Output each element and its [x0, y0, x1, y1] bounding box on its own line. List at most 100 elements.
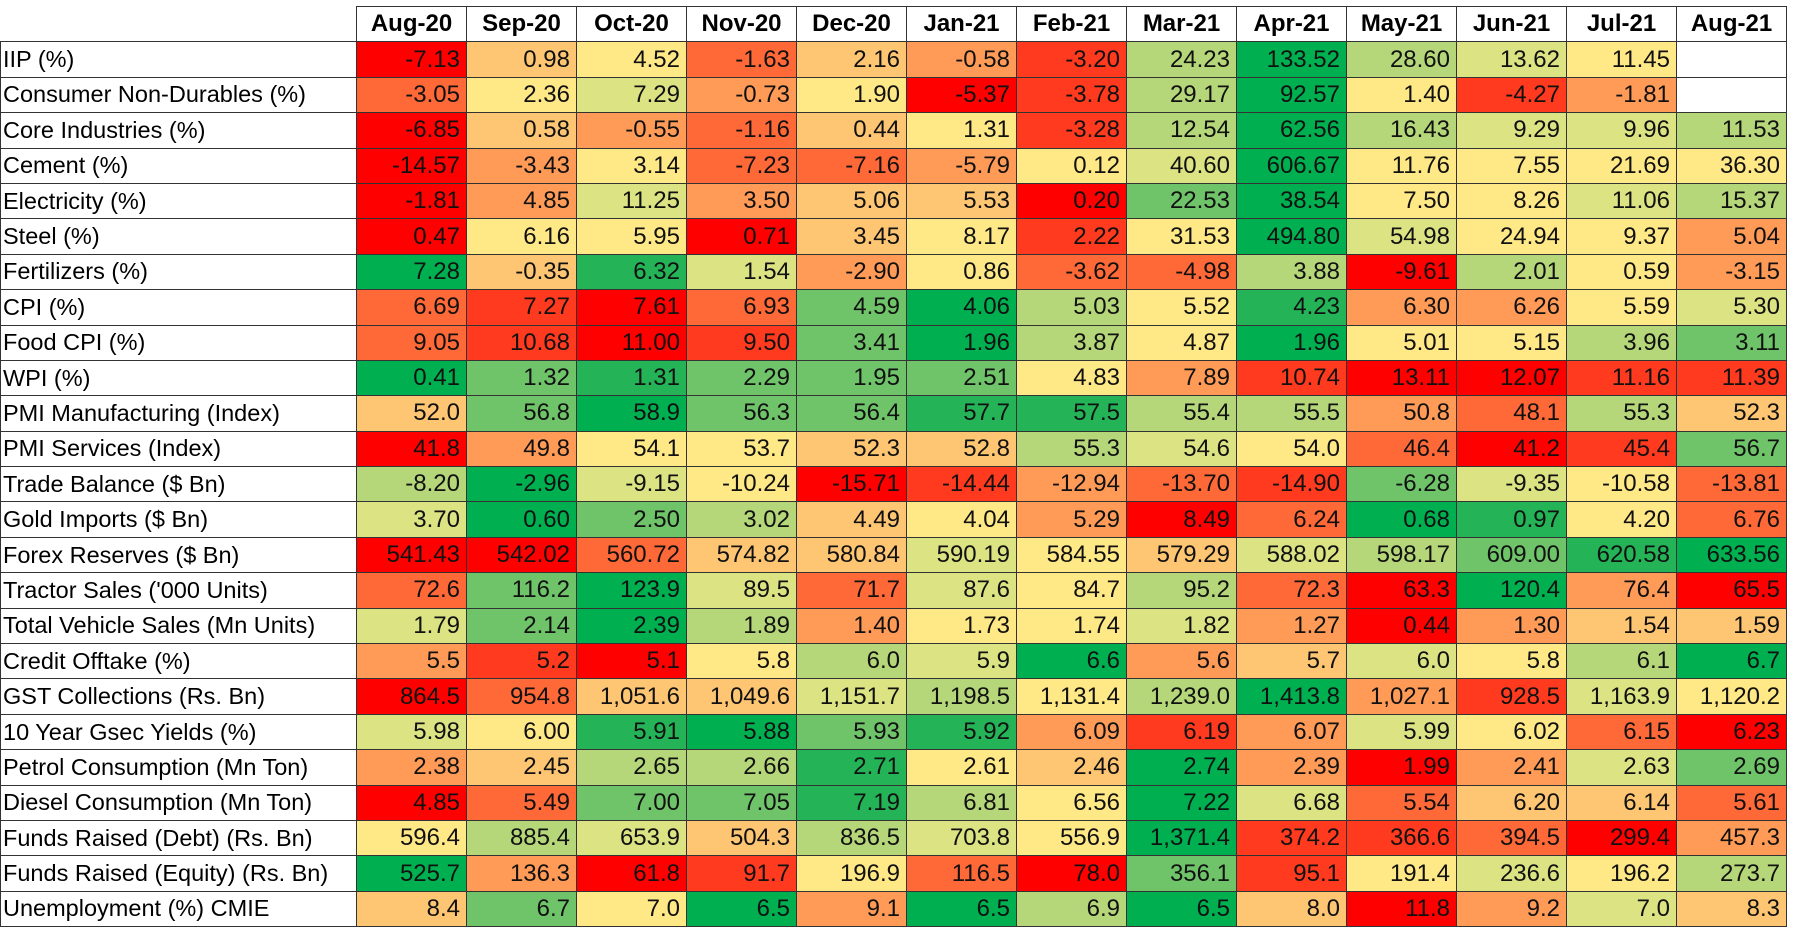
row-label: Tractor Sales ('000 Units) — [0, 572, 357, 609]
heatmap-cell: 8.0 — [1236, 890, 1347, 928]
heatmap-cell: -10.58 — [1566, 466, 1677, 503]
table-row: Cement (%) -14.57 -3.43 3.14 -7.23 -7.16 -5.79… — [0, 147, 1787, 184]
heatmap-cell: 6.23 — [1676, 713, 1787, 751]
heatmap-cell: 1.31 — [906, 112, 1017, 149]
table-row: IIP (%) -7.13 0.98 4.52 -1.63 2.16 -0.58 -3.20 2… — [0, 41, 1787, 78]
heatmap-cell: 0.20 — [1016, 182, 1127, 220]
heatmap-cell: 13.62 — [1456, 41, 1567, 78]
heatmap-cell: 5.2 — [466, 643, 577, 680]
heatmap-cell: 525.7 — [356, 855, 467, 892]
heatmap-cell: 52.0 — [356, 395, 467, 432]
table-row: Forex Reserves ($ Bn) 541.43 542.02 560.72 5… — [0, 536, 1787, 574]
heatmap-cell: 2.38 — [356, 749, 467, 786]
heatmap-cell: 7.00 — [576, 784, 687, 821]
column-header-may-21: May-21 — [1346, 5, 1457, 43]
heatmap-cell: 0.44 — [796, 112, 907, 149]
heatmap-cell: 5.5 — [356, 643, 467, 680]
heatmap-cell: 836.5 — [796, 819, 907, 857]
heatmap-cell: 1.79 — [356, 607, 467, 645]
row-label: Electricity (%) — [0, 182, 357, 220]
heatmap-cell: 6.5 — [1126, 890, 1237, 928]
heatmap-cell: 40.60 — [1126, 147, 1237, 184]
heatmap-cell: 703.8 — [906, 819, 1017, 857]
heatmap-cell: 56.4 — [796, 395, 907, 432]
heatmap-cell: 56.3 — [686, 395, 797, 432]
heatmap-cell: -4.98 — [1126, 253, 1237, 291]
heatmap-cell: 2.46 — [1016, 749, 1127, 786]
heatmap-cell: 49.8 — [466, 430, 577, 468]
heatmap-cell: 5.15 — [1456, 324, 1567, 361]
heatmap-cell: 598.17 — [1346, 536, 1457, 574]
table-row: Diesel Consumption (Mn Ton) 4.85 5.49 7.00 7… — [0, 784, 1787, 821]
heatmap-cell: 5.92 — [906, 713, 1017, 751]
heatmap-cell: 574.82 — [686, 536, 797, 574]
heatmap-cell: 133.52 — [1236, 41, 1347, 78]
heatmap-cell: 7.29 — [576, 76, 687, 114]
heatmap-cell: 7.0 — [1566, 890, 1677, 928]
heatmap-cell: 84.7 — [1016, 572, 1127, 609]
row-label: Fertilizers (%) — [0, 253, 357, 291]
table-row: Funds Raised (Debt) (Rs. Bn) 596.4 885.4 65… — [0, 819, 1787, 857]
heatmap-cell: 4.23 — [1236, 289, 1347, 326]
heatmap-cell: 3.45 — [796, 218, 907, 255]
heatmap-cell: 633.56 — [1676, 536, 1787, 574]
heatmap-cell: -3.62 — [1016, 253, 1127, 291]
heatmap-cell: 1.90 — [796, 76, 907, 114]
column-header-apr-21: Apr-21 — [1236, 5, 1347, 43]
row-label: IIP (%) — [0, 41, 357, 78]
heatmap-cell: 1.96 — [1236, 324, 1347, 361]
heatmap-cell: 2.65 — [576, 749, 687, 786]
heatmap-cell: -3.78 — [1016, 76, 1127, 114]
table-row: Funds Raised (Equity) (Rs. Bn) 525.7 136.3… — [0, 855, 1787, 892]
heatmap-cell: 9.37 — [1566, 218, 1677, 255]
heatmap-cell: 11.16 — [1566, 359, 1677, 397]
row-label: PMI Manufacturing (Index) — [0, 395, 357, 432]
heatmap-cell: 609.00 — [1456, 536, 1567, 574]
heatmap-cell: 6.00 — [466, 713, 577, 751]
heatmap-cell: 2.74 — [1126, 749, 1237, 786]
heatmap-cell: 6.68 — [1236, 784, 1347, 821]
heatmap-cell: 6.7 — [466, 890, 577, 928]
heatmap-cell: 0.58 — [466, 112, 577, 149]
table-row: Core Industries (%) -6.85 0.58 -0.55 -1.16 0.… — [0, 112, 1787, 149]
heatmap-cell: 954.8 — [466, 678, 577, 715]
heatmap-cell: 11.8 — [1346, 890, 1457, 928]
heatmap-cell: 6.0 — [796, 643, 907, 680]
header-row: Aug-20 Sep-20 Oct-20 Nov-20 Dec-20 Jan-21 Feb-… — [0, 5, 1787, 43]
heatmap-cell: 95.2 — [1126, 572, 1237, 609]
heatmap-cell: -2.90 — [796, 253, 907, 291]
heatmap-cell: -15.71 — [796, 466, 907, 503]
heatmap-cell: 0.47 — [356, 218, 467, 255]
heatmap-cell: -14.90 — [1236, 466, 1347, 503]
heatmap-cell: 0.60 — [466, 501, 577, 538]
heatmap-cell: 46.4 — [1346, 430, 1457, 468]
heatmap-cell: 38.54 — [1236, 182, 1347, 220]
heatmap-cell: 5.52 — [1126, 289, 1237, 326]
table-row: Electricity (%) -1.81 4.85 11.25 3.50 5.06 5.5… — [0, 182, 1787, 220]
heatmap-cell: 1,151.7 — [796, 678, 907, 715]
heatmap-cell: 6.26 — [1456, 289, 1567, 326]
table-row: Petrol Consumption (Mn Ton) 2.38 2.45 2.65 2… — [0, 749, 1787, 786]
heatmap-cell: 3.02 — [686, 501, 797, 538]
heatmap-cell: 9.1 — [796, 890, 907, 928]
heatmap-cell: 6.14 — [1566, 784, 1677, 821]
heatmap-cell: -3.20 — [1016, 41, 1127, 78]
heatmap-cell: 542.02 — [466, 536, 577, 574]
heatmap-cell: 24.94 — [1456, 218, 1567, 255]
heatmap-cell: 45.4 — [1566, 430, 1677, 468]
heatmap-cell: -0.73 — [686, 76, 797, 114]
heatmap-cell: -1.16 — [686, 112, 797, 149]
heatmap-cell: 55.5 — [1236, 395, 1347, 432]
heatmap-cell: 5.01 — [1346, 324, 1457, 361]
heatmap-cell: 5.03 — [1016, 289, 1127, 326]
heatmap-cell: 120.4 — [1456, 572, 1567, 609]
heatmap-cell: -1.81 — [1566, 76, 1677, 114]
heatmap-cell: 5.88 — [686, 713, 797, 751]
heatmap-cell: -3.43 — [466, 147, 577, 184]
heatmap-cell: -2.96 — [466, 466, 577, 503]
heatmap-cell: 6.32 — [576, 253, 687, 291]
row-label: WPI (%) — [0, 359, 357, 397]
heatmap-cell: 123.9 — [576, 572, 687, 609]
heatmap-cell: 5.1 — [576, 643, 687, 680]
heatmap-cell: 273.7 — [1676, 855, 1787, 892]
